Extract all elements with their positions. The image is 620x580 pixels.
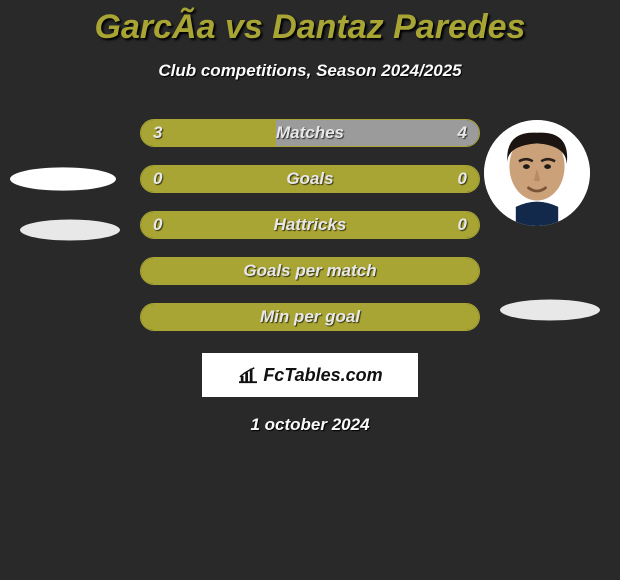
stat-bar-left-fill (141, 304, 479, 330)
stat-bar: Goals00 (140, 165, 480, 193)
brand-text: FcTables.com (263, 365, 382, 386)
player-right-avatar (484, 120, 590, 226)
stat-bar-right-fill (310, 166, 479, 192)
stat-bar: Hattricks00 (140, 211, 480, 239)
player-left-shadow (20, 220, 120, 241)
player-right-shadow (500, 300, 600, 321)
subtitle: Club competitions, Season 2024/2025 (0, 61, 620, 81)
stat-bar-left-fill (141, 212, 310, 238)
player-left-avatar-placeholder (10, 167, 116, 190)
bar-chart-icon (237, 366, 259, 384)
page-title: GarcÃ­a vs Dantaz Paredes (0, 8, 620, 47)
stat-bar-right-fill (310, 212, 479, 238)
comparison-infographic: GarcÃ­a vs Dantaz Paredes Club competiti… (0, 0, 620, 580)
date-label: 1 october 2024 (0, 415, 620, 435)
stat-bar-right-fill (276, 120, 479, 146)
brand-box: FcTables.com (202, 353, 418, 397)
stat-bar-left-fill (141, 166, 310, 192)
stat-bar-left-fill (141, 120, 276, 146)
stat-bars: Matches34 Goals00 Hattricks00 Goals per mat… (140, 119, 480, 331)
stat-bar-left-fill (141, 258, 479, 284)
stat-bar: Goals per match (140, 257, 480, 285)
stat-bar: Min per goal (140, 303, 480, 331)
player-right-face-icon (484, 120, 590, 226)
stat-bar: Matches34 (140, 119, 480, 147)
